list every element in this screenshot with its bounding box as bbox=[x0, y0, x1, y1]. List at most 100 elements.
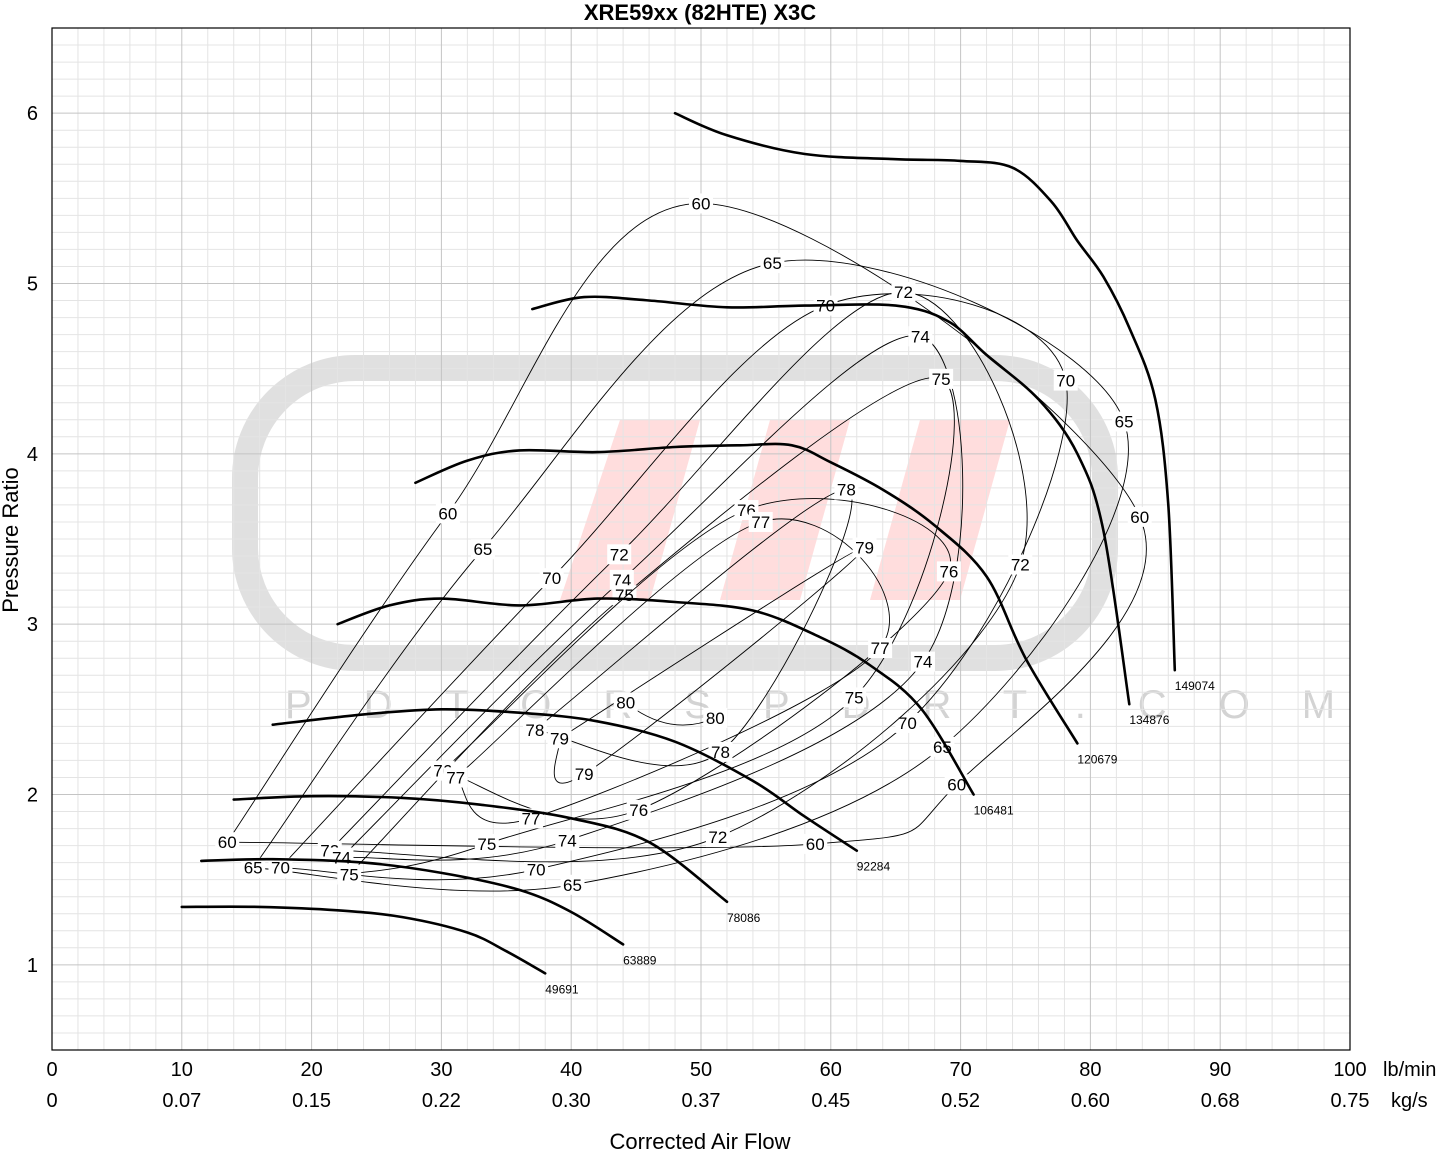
efficiency-label-70: 70 bbox=[527, 860, 546, 879]
efficiency-label-74: 74 bbox=[332, 849, 351, 868]
watermark-text: PDTORSPDRT.COM bbox=[285, 683, 1387, 727]
contour-label-bg bbox=[607, 544, 632, 565]
efficiency-contour-75 bbox=[348, 377, 955, 876]
efficiency-label-60: 60 bbox=[692, 194, 711, 213]
efficiency-label-80: 80 bbox=[706, 709, 725, 728]
efficiency-contour-77 bbox=[455, 518, 890, 824]
efficiency-label-60: 60 bbox=[806, 835, 825, 854]
efficiency-label-75: 75 bbox=[932, 370, 951, 389]
x-tick-label: 10 bbox=[171, 1059, 193, 1081]
efficiency-label-75: 75 bbox=[615, 586, 634, 605]
x-tick-label-secondary: 0.68 bbox=[1201, 1090, 1240, 1112]
x-tick-label-secondary: 0.37 bbox=[682, 1090, 721, 1112]
contour-label-bg bbox=[1008, 554, 1033, 575]
efficiency-label-70: 70 bbox=[542, 569, 561, 588]
speed-line-label-106481: 106481 bbox=[974, 804, 1014, 818]
x-tick-label: 20 bbox=[300, 1059, 322, 1081]
efficiency-label-75: 75 bbox=[845, 688, 864, 707]
efficiency-contour-79 bbox=[553, 547, 865, 784]
efficiency-label-77: 77 bbox=[446, 768, 465, 787]
plot-frame bbox=[51, 27, 1351, 1051]
speed-line-label-120679: 120679 bbox=[1077, 752, 1117, 766]
contour-label-bg bbox=[689, 193, 713, 214]
contour-label-bg bbox=[891, 282, 916, 303]
x-tick-label-secondary: 0.15 bbox=[292, 1090, 331, 1112]
efficiency-label-77: 77 bbox=[751, 513, 770, 532]
contour-label-bg bbox=[708, 741, 733, 762]
efficiency-label-60: 60 bbox=[218, 833, 237, 852]
contour-label-bg bbox=[842, 687, 867, 708]
contour-label-bg bbox=[834, 479, 859, 500]
y-tick-label: 6 bbox=[27, 103, 38, 125]
efficiency-label-80: 80 bbox=[616, 694, 635, 713]
contour-label-bg bbox=[522, 719, 547, 740]
x-tick-label-secondary: 0.52 bbox=[941, 1090, 980, 1112]
efficiency-label-75: 75 bbox=[340, 866, 359, 885]
contour-label-bg bbox=[435, 503, 460, 524]
contour-label-bg bbox=[626, 799, 651, 820]
efficiency-label-79: 79 bbox=[550, 729, 569, 748]
contour-label-bg bbox=[929, 368, 954, 389]
efficiency-label-65: 65 bbox=[473, 540, 492, 559]
x-tick-labels: 0 0 10 0.07 20 0.15 30 0.22 40 0.30 50 0.37 60 0.45 70… bbox=[46, 1059, 1369, 1112]
x-tick-label-secondary: 0.22 bbox=[422, 1090, 461, 1112]
contour-label-bg bbox=[572, 764, 597, 785]
contour-label-bg bbox=[803, 833, 828, 854]
contour-label-bg bbox=[555, 830, 580, 851]
speed-line-label-134876: 134876 bbox=[1129, 713, 1169, 727]
speed-line-label-149074: 149074 bbox=[1175, 679, 1215, 693]
speed-line-106481 bbox=[336, 597, 975, 796]
chart-title: XRE59xx (82HTE) X3C bbox=[584, 0, 816, 25]
x-unit-secondary: kg/s bbox=[1391, 1090, 1428, 1112]
plot-border bbox=[51, 27, 1351, 1051]
contour-label-bg bbox=[613, 692, 638, 713]
x-tick-label: 0 bbox=[46, 1059, 57, 1081]
contour-label-bg bbox=[1053, 370, 1078, 391]
speed-line-label-63889: 63889 bbox=[623, 953, 657, 967]
contour-label-bg bbox=[470, 539, 495, 560]
efficiency-label-70: 70 bbox=[1056, 372, 1075, 391]
contour-label-bg bbox=[852, 537, 877, 558]
y-tick-label: 2 bbox=[27, 785, 38, 807]
efficiency-label-72: 72 bbox=[1011, 556, 1030, 575]
contour-label-bg bbox=[443, 767, 468, 788]
x-tick-label-secondary: 0.75 bbox=[1331, 1090, 1370, 1112]
x-tick-label: 50 bbox=[690, 1059, 712, 1081]
contour-label-bg bbox=[524, 859, 549, 880]
contour-label-bg bbox=[944, 774, 969, 795]
efficiency-label-70: 70 bbox=[271, 859, 290, 878]
efficiency-label-60: 60 bbox=[947, 775, 966, 794]
efficiency-contour-78 bbox=[534, 489, 853, 767]
speed-line-78086 bbox=[232, 794, 729, 904]
x-tick-label: 40 bbox=[560, 1059, 582, 1081]
contour-label-bg bbox=[539, 568, 564, 589]
contour-label-bg bbox=[241, 857, 266, 878]
efficiency-label-70: 70 bbox=[898, 714, 917, 733]
y-tick-label: 3 bbox=[27, 614, 38, 636]
x-tick-label-secondary: 0.60 bbox=[1071, 1090, 1110, 1112]
contour-label-bg bbox=[895, 712, 920, 733]
x-tick-label: 80 bbox=[1079, 1059, 1101, 1081]
watermark-logo: PDTORSPDRT.COM bbox=[232, 355, 1387, 727]
speed-line-label-49691: 49691 bbox=[545, 982, 579, 996]
x-unit-primary: lb/min bbox=[1383, 1059, 1436, 1081]
contour-label-bg bbox=[868, 638, 893, 659]
efficiency-label-79: 79 bbox=[575, 765, 594, 784]
efficiency-label-77: 77 bbox=[871, 639, 890, 658]
contour-label-bg bbox=[337, 864, 362, 885]
efficiency-contours: 6060606060606565656565657070707070707272… bbox=[215, 193, 1152, 895]
x-tick-label: 70 bbox=[949, 1059, 971, 1081]
contour-label-bg bbox=[760, 253, 785, 274]
efficiency-label-77: 77 bbox=[522, 809, 541, 828]
contour-label-bg bbox=[1127, 506, 1152, 527]
x-tick-label: 100 bbox=[1333, 1059, 1366, 1081]
efficiency-label-65: 65 bbox=[763, 254, 782, 273]
x-tick-label: 90 bbox=[1209, 1059, 1231, 1081]
speed-line-63889 bbox=[200, 857, 625, 946]
efficiency-label-79: 79 bbox=[855, 539, 874, 558]
speed-line-92284 bbox=[271, 707, 859, 852]
speed-line-49691 bbox=[180, 905, 547, 975]
efficiency-label-78: 78 bbox=[837, 481, 856, 500]
contour-label-bg bbox=[936, 561, 961, 582]
x-tick-label-secondary: 0.07 bbox=[162, 1090, 201, 1112]
